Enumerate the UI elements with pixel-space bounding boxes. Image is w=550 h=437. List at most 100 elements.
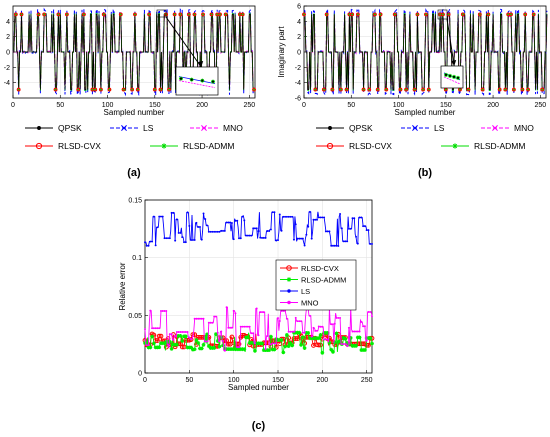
data-point-mno (257, 334, 260, 337)
legend-label: RLSD-CVX (349, 141, 392, 151)
data-point-rlsd-admm (313, 87, 318, 92)
y-tick-label: -4 (295, 80, 301, 87)
data-point-ls (206, 224, 209, 227)
data-point-rlsd-cvx (392, 12, 397, 17)
data-point-rlsd-cvx (147, 12, 152, 17)
data-point-ls (296, 237, 299, 240)
data-point-ls (209, 230, 212, 233)
legend-label: LS (143, 123, 154, 133)
data-point-ls (213, 230, 216, 233)
data-point-rlsd-cvx (286, 335, 292, 341)
data-point-mno (175, 331, 178, 333)
data-point-ls (349, 227, 352, 230)
legend-marker (35, 142, 43, 150)
data-point-mno (323, 338, 326, 341)
data-point-rlsd-admm (183, 334, 188, 339)
data-point-rlsd-cvx (497, 87, 502, 92)
data-point-mno (337, 316, 340, 319)
data-point-rlsd-admm (302, 12, 306, 17)
data-point-rlsd-admm (147, 12, 151, 17)
data-point-rlsd-admm (415, 12, 420, 17)
data-point-mno (268, 343, 271, 346)
y-tick-label: 0 (297, 50, 301, 57)
y-tick-label: 0.15 (128, 198, 142, 205)
data-point-mno (269, 343, 272, 346)
data-point-mno (264, 348, 267, 351)
data-point-rlsd-cvx (13, 12, 18, 17)
legend-marker (492, 125, 498, 131)
data-point-rlsd-admm (339, 87, 343, 92)
legend-label: MNO (301, 299, 319, 308)
data-point-mno (174, 334, 177, 337)
data-point-mno (255, 307, 258, 310)
data-point-rlsd-admm (426, 87, 431, 92)
data-point-rlsd-admm (526, 87, 530, 92)
data-point-ls (152, 215, 155, 218)
data-point-rlsd-admm (99, 87, 103, 92)
inset-line-ls (178, 76, 216, 84)
data-point-ls (193, 238, 196, 241)
data-point-ls (271, 211, 274, 214)
data-point-rlsd-admm (316, 336, 321, 341)
data-point-ls (168, 237, 171, 240)
data-point-mno (365, 339, 368, 342)
data-point-ls (191, 238, 194, 241)
data-point-mno (207, 321, 210, 324)
data-point-rlsd-admm (288, 341, 293, 345)
data-point-rlsd-cvx (101, 12, 106, 17)
data-point-rlsd-admm (478, 12, 482, 17)
data-point-rlsd-admm (199, 346, 204, 351)
data-point-mno (170, 333, 173, 336)
legend-label: RLSD-ADMM (183, 141, 234, 151)
data-point-ls (250, 234, 253, 237)
data-point-rlsd-admm (330, 87, 335, 92)
y-tick-label: 0 (6, 50, 10, 57)
y-tick-label: 4 (297, 19, 301, 26)
series-line-qpsk (13, 14, 255, 90)
data-point-rlsd-cvx (344, 87, 349, 92)
data-point-ls (340, 227, 343, 230)
data-point-rlsd-admm (223, 12, 228, 17)
data-point-ls (167, 237, 170, 240)
data-point-rlsd-admm (373, 12, 377, 17)
data-point-ls (308, 210, 311, 213)
data-point-rlsd-admm (356, 12, 360, 17)
data-point-rlsd-admm (398, 87, 403, 92)
x-tick-label: 100 (102, 102, 114, 109)
data-point-rlsd-cvx (130, 87, 135, 92)
data-point-ls (234, 219, 237, 222)
data-point-rlsd-admm (332, 340, 337, 345)
data-point-rlsd-cvx (158, 333, 164, 339)
data-point-mno (163, 310, 166, 312)
data-point-rlsd-cvx (321, 87, 326, 92)
data-point-rlsd-cvx (523, 12, 528, 17)
data-point-ls (335, 244, 338, 247)
data-point-mno (156, 327, 159, 330)
data-point-ls (261, 236, 264, 239)
zoom-box (156, 9, 167, 18)
data-point-rlsd-admm (424, 12, 428, 17)
data-point-mno (335, 316, 338, 319)
data-point-ls (149, 240, 152, 243)
inset-point-qpsk (190, 78, 193, 81)
data-point-rlsd-cvx (421, 87, 426, 92)
data-point-rlsd-admm (172, 12, 177, 17)
plot-frame (144, 199, 373, 374)
data-point-ls (369, 242, 372, 245)
x-tick-label: 100 (228, 377, 240, 384)
data-point-rlsd-admm (192, 12, 197, 17)
data-point-rlsd-admm (144, 340, 149, 345)
data-point-mno (158, 327, 161, 330)
data-point-rlsd-cvx (64, 12, 69, 17)
data-point-rlsd-admm (121, 87, 126, 92)
data-point-mno (220, 330, 223, 333)
data-point-rlsd-admm (320, 350, 325, 355)
data-point-ls (202, 212, 205, 215)
data-point-ls (262, 236, 265, 239)
data-point-ls (165, 237, 168, 240)
data-point-mno (222, 340, 225, 343)
data-point-mno (239, 325, 242, 328)
data-point-rlsd-admm (404, 87, 408, 92)
data-point-rlsd-cvx (223, 12, 228, 17)
